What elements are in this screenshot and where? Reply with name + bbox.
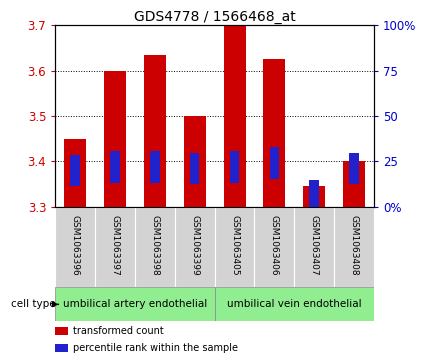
- Bar: [55, 287, 215, 322]
- Bar: [343, 162, 365, 207]
- Text: GSM1063405: GSM1063405: [230, 215, 239, 276]
- Bar: [104, 71, 126, 207]
- Bar: [309, 180, 319, 212]
- Bar: [294, 207, 334, 287]
- Bar: [71, 155, 80, 186]
- Text: GSM1063397: GSM1063397: [110, 215, 119, 276]
- Bar: [349, 153, 359, 184]
- Text: umbilical vein endothelial: umbilical vein endothelial: [227, 299, 362, 309]
- Bar: [190, 153, 199, 184]
- Bar: [55, 207, 95, 287]
- Bar: [224, 25, 246, 207]
- Bar: [255, 207, 294, 287]
- Bar: [269, 147, 279, 179]
- Bar: [334, 207, 374, 287]
- Bar: [303, 186, 325, 207]
- Text: GSM1063408: GSM1063408: [350, 215, 359, 276]
- Bar: [95, 207, 135, 287]
- Bar: [144, 55, 166, 207]
- Title: GDS4778 / 1566468_at: GDS4778 / 1566468_at: [134, 11, 295, 24]
- Bar: [150, 151, 160, 183]
- Text: GSM1063398: GSM1063398: [150, 215, 159, 276]
- Bar: [215, 287, 374, 322]
- Bar: [264, 60, 285, 207]
- Bar: [184, 116, 206, 207]
- Bar: [215, 207, 255, 287]
- Bar: [110, 151, 120, 183]
- Bar: [55, 344, 68, 352]
- Bar: [135, 207, 175, 287]
- Text: GSM1063406: GSM1063406: [270, 215, 279, 276]
- Bar: [55, 327, 68, 335]
- Text: GSM1063407: GSM1063407: [310, 215, 319, 276]
- Text: GSM1063396: GSM1063396: [71, 215, 79, 276]
- Text: cell type: cell type: [11, 299, 56, 309]
- Bar: [175, 207, 215, 287]
- Text: percentile rank within the sample: percentile rank within the sample: [73, 343, 238, 353]
- Bar: [64, 139, 86, 207]
- Bar: [230, 151, 239, 183]
- Text: GSM1063399: GSM1063399: [190, 215, 199, 276]
- Text: transformed count: transformed count: [73, 326, 164, 336]
- Text: umbilical artery endothelial: umbilical artery endothelial: [63, 299, 207, 309]
